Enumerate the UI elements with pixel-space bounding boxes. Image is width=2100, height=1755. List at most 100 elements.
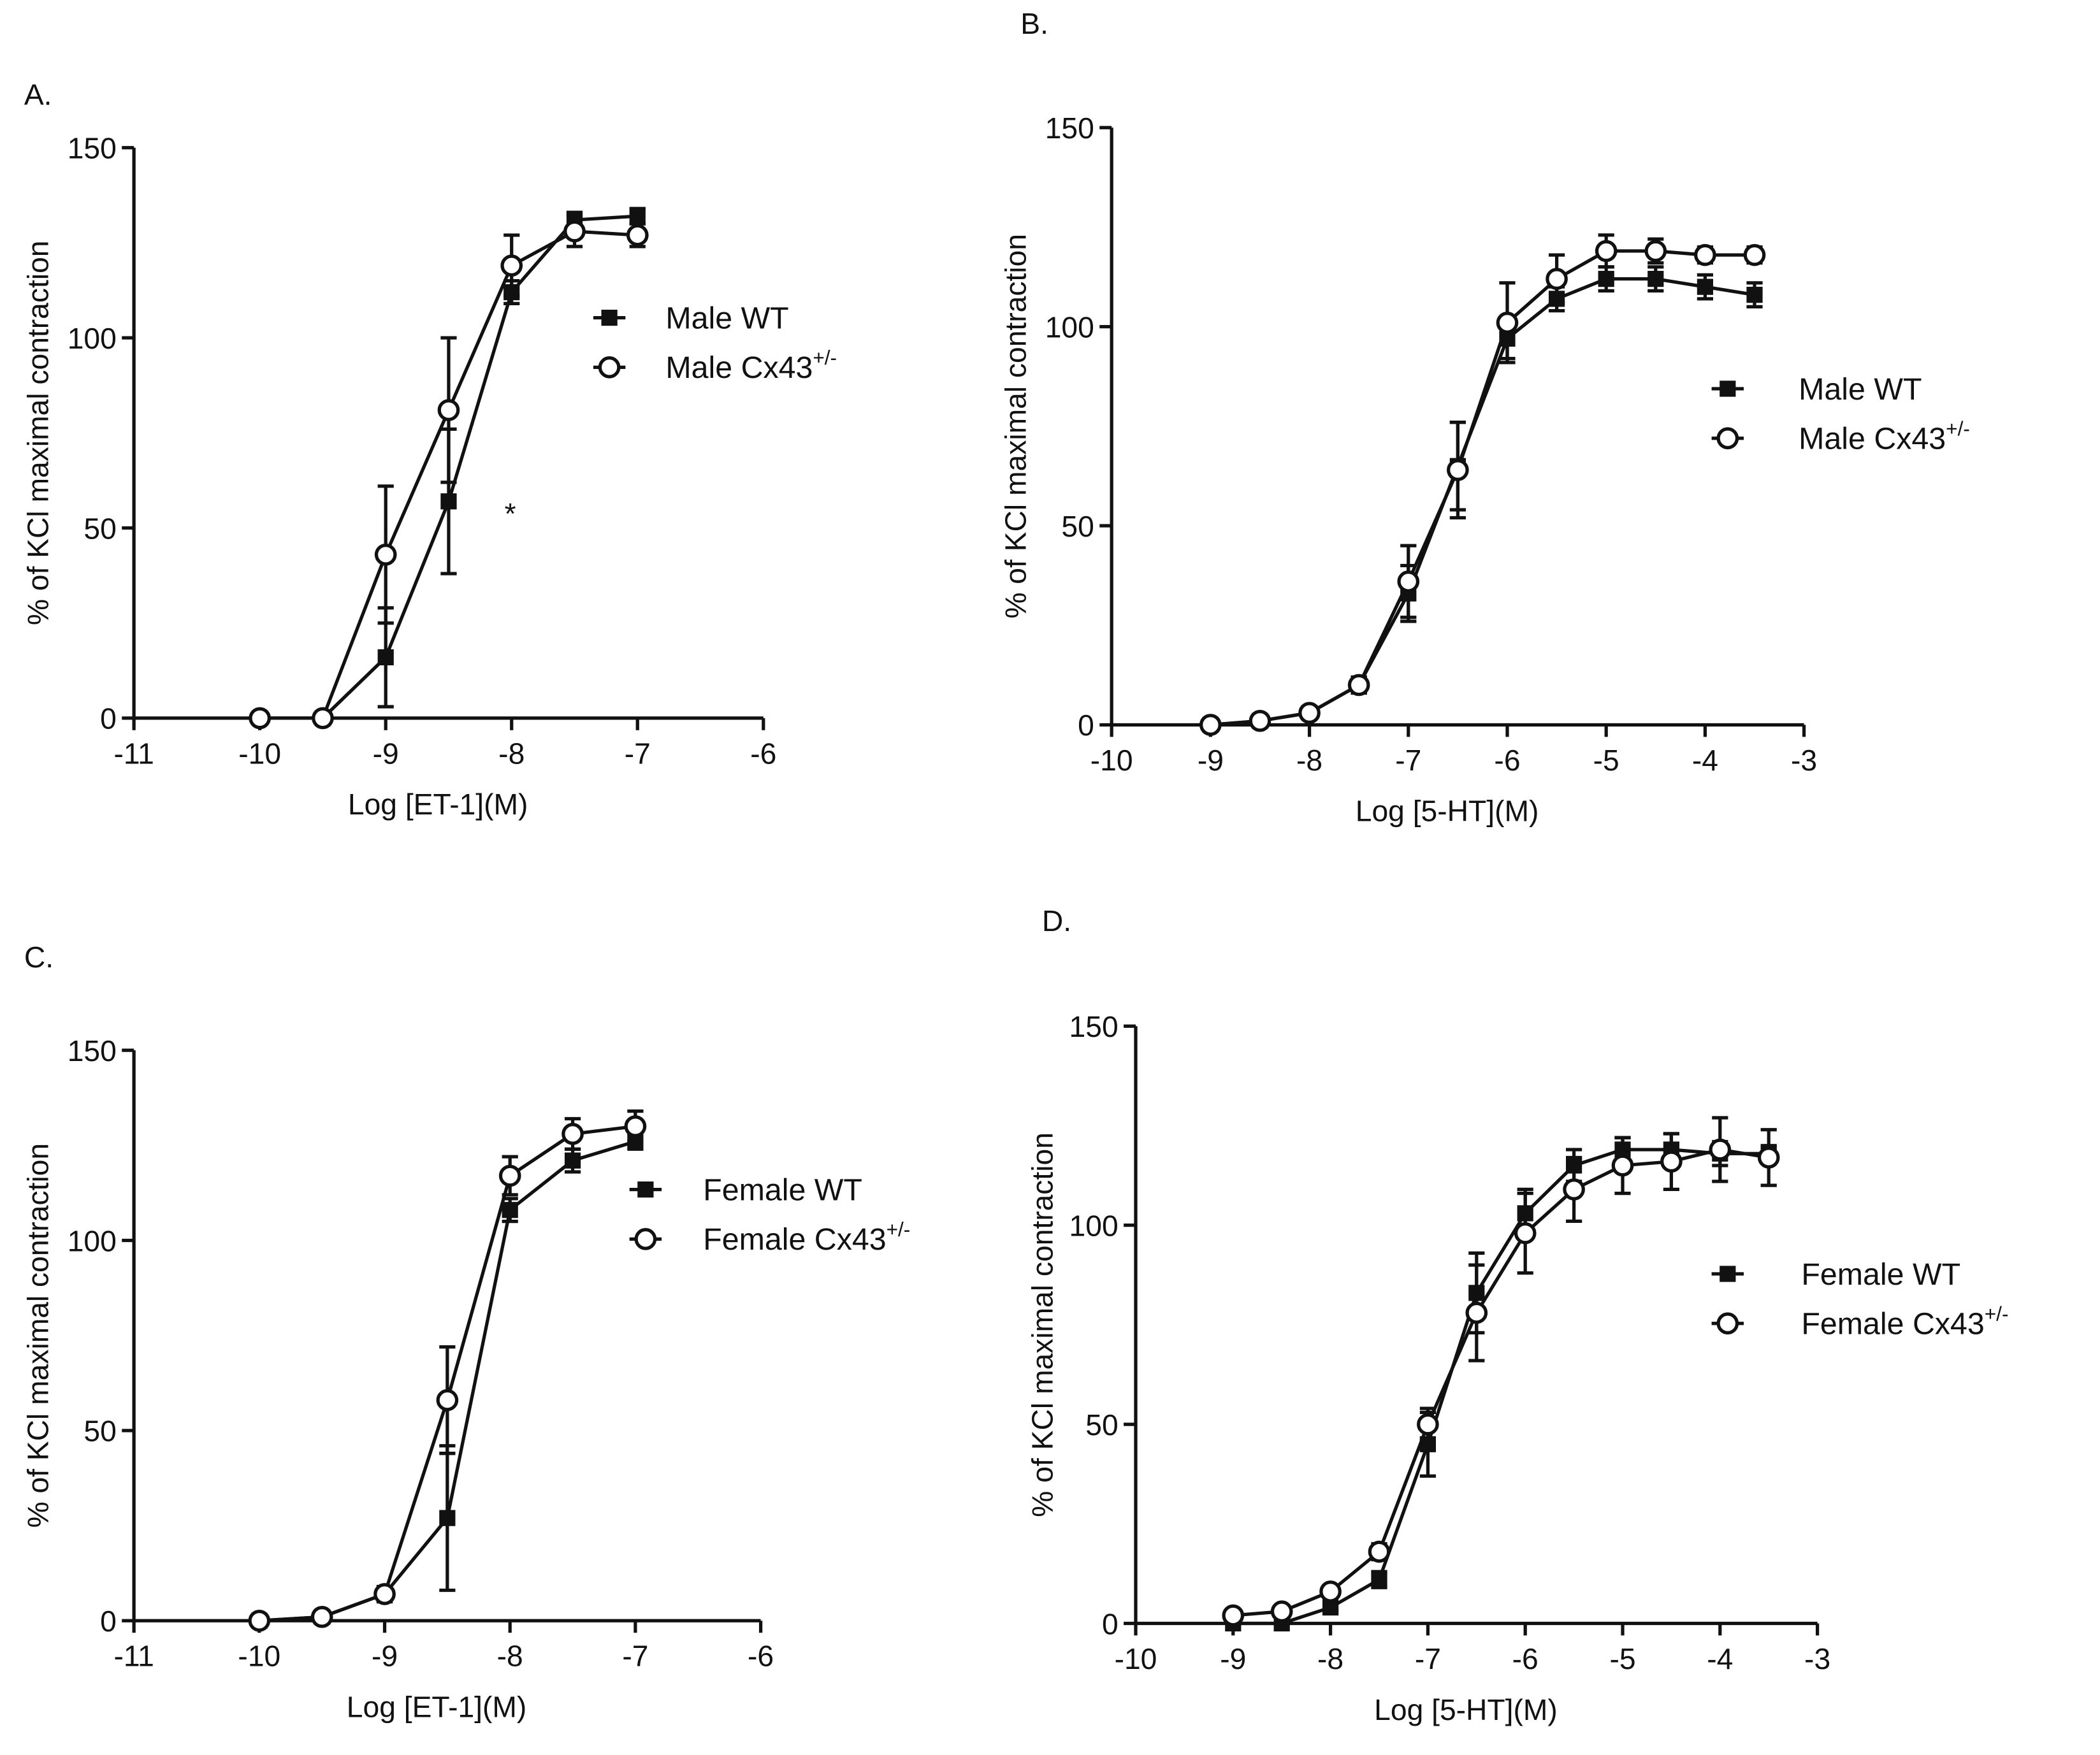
data-point-circle	[500, 254, 523, 277]
legend-entry: Male Cx43+/-	[1711, 417, 1970, 456]
x-tick-label: -8	[1296, 744, 1322, 777]
x-tick-label: -5	[1609, 1642, 1635, 1675]
chart-panel-b: B. -10 -9 -8 -7 -6 -5 -4 -3 0 50 100 150 Log [5-HT](M…	[999, 7, 1970, 828]
data-point-circle	[310, 1605, 333, 1628]
x-tick-label: -9	[1198, 744, 1224, 777]
legend-label: Female Cx43+/-	[703, 1218, 910, 1257]
x-tick-label: -5	[1593, 744, 1619, 777]
data-point-square	[502, 1202, 518, 1218]
series-female-cx43-het	[1222, 1116, 1780, 1627]
x-axis-label: Log [5-HT](M)	[1356, 795, 1539, 828]
data-point-circle	[1270, 1600, 1293, 1623]
y-tick-label: 0	[1078, 709, 1094, 742]
x-tick-label: -10	[238, 737, 281, 770]
y-tick-label: 150	[68, 132, 117, 165]
series-line	[1233, 1148, 1769, 1617]
x-tick-label: -7	[1415, 1642, 1441, 1675]
data-point-circle	[1743, 243, 1766, 266]
series-line	[1233, 1148, 1769, 1626]
x-tick-label: -6	[1494, 744, 1520, 777]
legend-entry: Female Cx43+/-	[629, 1218, 910, 1257]
data-point-square	[1746, 287, 1763, 303]
data-point-square	[440, 493, 457, 510]
legend-label: Female Cx43+/-	[1801, 1303, 2008, 1341]
series-line	[1210, 249, 1755, 727]
y-tick-label: 50	[1061, 510, 1094, 543]
x-tick-label: -10	[1090, 744, 1133, 777]
legend-label: Male WT	[665, 301, 788, 335]
x-tick-label: -7	[622, 1640, 648, 1673]
data-point-circle	[1319, 1580, 1342, 1603]
y-tick-label: 50	[83, 512, 116, 545]
x-tick-label: -9	[373, 737, 399, 770]
legend-name: Male WT	[665, 301, 788, 335]
data-point-circle	[1595, 240, 1618, 263]
x-tick-label: -8	[497, 1640, 523, 1673]
data-point-circle	[436, 1389, 459, 1412]
x-tick-label: -10	[238, 1640, 280, 1673]
series-male-wt	[314, 206, 646, 726]
significance-annotation: *	[505, 497, 516, 530]
panel-label: C.	[24, 941, 54, 974]
data-point-circle	[1709, 1138, 1732, 1161]
x-tick-label: -6	[750, 737, 776, 770]
legend-label: Female WT	[703, 1173, 862, 1207]
data-point-circle	[626, 224, 649, 247]
data-point-circle	[1465, 1301, 1488, 1324]
data-point-circle	[563, 220, 586, 243]
x-tick-label: -6	[748, 1640, 774, 1673]
legend-label: Female WT	[1801, 1257, 1960, 1292]
data-point-circle	[373, 1583, 396, 1605]
y-tick-label: 150	[1045, 112, 1094, 145]
x-axis-label: Log [ET-1](M)	[347, 1691, 527, 1724]
data-point-circle	[1199, 714, 1222, 736]
chart-panel-d: D. -10 -9 -8 -7 -6 -5 -4 -3 0 50 100 150 Log [5-HT](M…	[1026, 904, 2009, 1726]
data-point-circle	[248, 1609, 271, 1632]
data-point-circle	[1417, 1413, 1439, 1436]
x-tick-label: -8	[1317, 1642, 1343, 1675]
legend-entry: Female WT	[629, 1173, 862, 1207]
data-point-circle	[249, 707, 272, 730]
x-tick-label: -3	[1804, 1642, 1830, 1675]
data-point-circle	[561, 1123, 584, 1145]
data-point-square	[1697, 278, 1713, 295]
legend-superscript: +/-	[887, 1218, 911, 1241]
series-line	[321, 214, 638, 719]
x-tick-label: -9	[1220, 1642, 1246, 1675]
y-tick-label: 100	[1069, 1209, 1119, 1242]
panel-label: A.	[24, 78, 52, 111]
data-point-square	[1720, 1266, 1736, 1282]
series-male-wt	[1202, 265, 1763, 733]
y-tick-label: 0	[100, 702, 117, 735]
data-point-circle	[1716, 427, 1739, 450]
data-point-square	[1647, 271, 1664, 287]
y-tick-label: 50	[1085, 1408, 1118, 1441]
legend-name: Female Cx43	[703, 1222, 886, 1257]
series-male-cx43-het	[1199, 233, 1766, 736]
y-tick-label: 50	[83, 1415, 116, 1448]
data-point-circle	[1563, 1178, 1585, 1201]
y-axis-label: % of KCl maximal contraction	[999, 234, 1032, 619]
series-female-wt	[1225, 1132, 1777, 1632]
panel-label: B.	[1020, 7, 1048, 40]
legend-name: Male WT	[1799, 372, 1922, 407]
legend-name: Female WT	[703, 1173, 862, 1207]
x-axis-label: Log [ET-1](M)	[348, 788, 528, 821]
x-tick-label: -6	[1512, 1642, 1539, 1675]
data-point-circle	[1368, 1540, 1391, 1563]
y-axis-label: % of KCl maximal contraction	[22, 1143, 55, 1528]
data-point-circle	[1546, 268, 1568, 290]
x-axis-label: Log [5-HT](M)	[1374, 1693, 1558, 1726]
legend-name: Male Cx43	[1799, 422, 1946, 456]
legend-label: Male Cx43+/-	[665, 346, 837, 385]
legend-entry: Male Cx43+/-	[593, 346, 837, 385]
data-point-circle	[1347, 674, 1370, 697]
data-point-circle	[437, 399, 460, 421]
x-tick-label: -4	[1692, 744, 1718, 777]
y-tick-label: 100	[68, 322, 117, 355]
data-point-circle	[1447, 459, 1469, 481]
data-point-square	[637, 1181, 654, 1198]
data-point-square	[564, 1152, 581, 1169]
x-tick-label: -10	[1115, 1642, 1157, 1675]
y-tick-label: 150	[1069, 1010, 1119, 1043]
